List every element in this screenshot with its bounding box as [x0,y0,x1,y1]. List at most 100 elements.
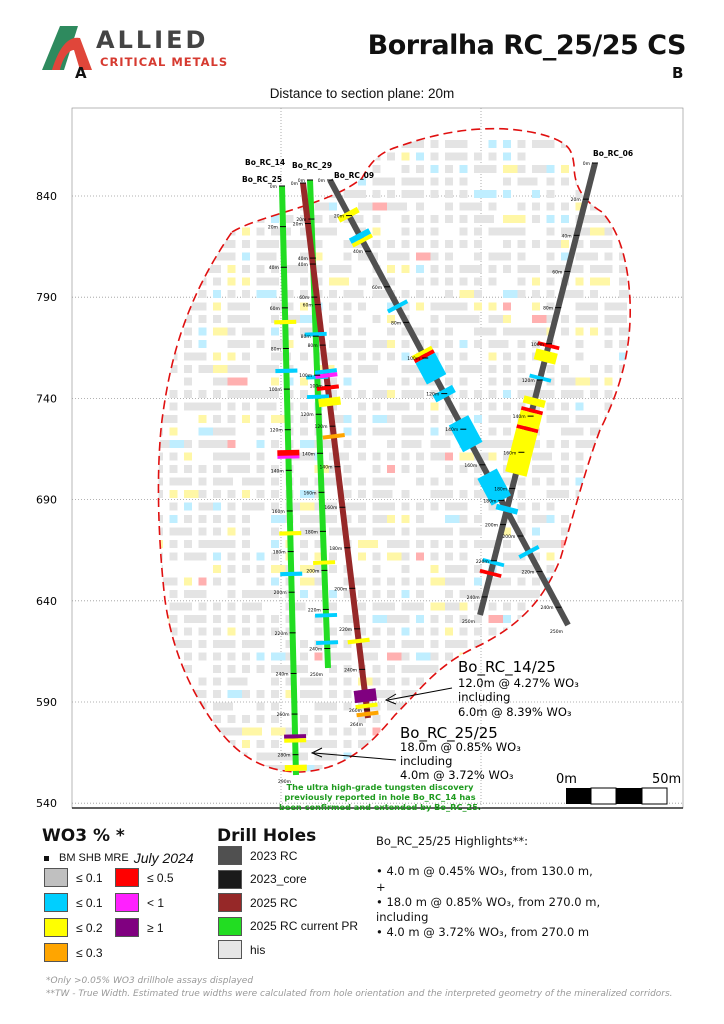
assay-interval [386,299,409,314]
footnote: **TW - True Width. Estimated true widths… [46,989,673,999]
assay-interval [495,503,519,515]
drill-hole-bo-rc-06[interactable] [477,162,598,616]
hole-name-label[interactable]: Bo_RC_25 [242,175,282,184]
depth-label: 0m [318,178,325,184]
assay-interval [533,348,558,365]
assay-interval [277,455,300,459]
assay-interval [347,637,370,645]
color-swatch [218,940,242,959]
depth-label: 220m [521,570,534,576]
depth-label: 120m [522,378,535,384]
callout-rc25: Bo_RC_25/25 18.0m @ 0.85% WO₃ including … [310,724,521,782]
depth-label: 240m [276,671,289,677]
callout-title: Bo_RC_25/25 [400,724,498,743]
assay-interval [314,368,338,375]
assay-interval [313,560,336,565]
drill-holes: 0m 20m 40m 60m 80m 100m 120m 140m 160m 180m 200m 22… [242,149,633,785]
elevation-tick-label: 540 [36,797,57,810]
legend-item-label: 2023_core [250,872,307,886]
legend-bm-date: July 2024 [133,850,194,866]
discovery-note-line: been confirmed and extended by Bo_RC_25. [279,802,481,812]
elevation-tick-label: 590 [36,696,57,709]
legend-hole-item: his [218,940,265,959]
end-depth-label: 250m [550,629,563,635]
depth-label: 80m [543,306,553,312]
highlight-line: including [376,910,429,924]
assay-interval [280,571,303,577]
drill-hole-bo-rc-25[interactable] [279,185,299,776]
hole-name-label[interactable]: Bo_RC_06 [593,149,633,158]
assay-interval [517,409,543,430]
assay-interval [415,352,447,385]
depth-label: 160m [272,509,285,515]
depth-label: 220m [476,559,489,565]
color-swatch [115,918,139,937]
highlights-title: Bo_RC_25/25 Highlights**: [376,834,528,848]
elevation-tick-label: 740 [36,392,57,405]
depth-label: 200m [306,568,319,574]
hole-name-label[interactable]: Bo_RC_14 [245,158,285,167]
elevation-tick-label: 790 [36,291,57,304]
assay-interval [284,764,307,772]
legend-hole-item: 2025 RC current PR [218,916,359,936]
depth-label: 40m [353,249,363,255]
legend-wo3-item: ≤ 0.1 [44,868,103,887]
legend-wo3-title: WO3 % * [42,826,125,846]
depth-label: 60m [372,285,382,291]
depth-label: 240m [540,605,553,611]
assay-interval [284,738,307,743]
depth-label: 120m [426,392,439,398]
legend-item-label: 2025 RC current PR [250,919,359,933]
depth-label: 200m [502,534,515,540]
hole-name-label[interactable]: Bo_RC_29 [292,161,332,170]
assay-interval [353,688,377,704]
legend-wo3-item: ≤ 0.3 [44,943,103,962]
assay-interval [315,372,338,379]
legend-item-label: ≤ 0.5 [147,870,174,885]
depth-label: 140m [319,465,332,471]
elevation-tick-label: 840 [36,190,57,203]
assay-interval [314,612,338,618]
color-swatch [44,943,68,962]
square-icon [44,855,49,861]
color-swatch [44,868,68,887]
distance-note: Distance to section plane: 20m [269,86,455,101]
depth-label: 20m [268,225,278,231]
depth-label: 160m [324,505,337,511]
callout-line: including [400,754,452,768]
assay-interval [355,702,378,710]
callout-title: Bo_RC_14/25 [458,658,556,677]
depth-label: 140m [302,451,315,457]
legend-wo3-item: < 1 [115,893,164,912]
depth-label: 220m [308,607,321,613]
depth-label: 280m [278,753,291,759]
depth-label: 160m [304,490,317,496]
highlight-line: • 4.0 m @ 3.72% WO₃, from 270.0 m [376,925,590,939]
depth-label: 180m [273,550,286,556]
legend-hole-item: 2023_core [218,869,307,889]
callout-line: 6.0m @ 8.39% WO₃ [458,705,572,719]
assay-interval [316,384,340,392]
legend-item-label: 2025 RC [250,895,298,910]
assay-interval [275,368,298,374]
company-logo: ALLIED CRITICAL METALS [38,22,248,72]
depth-label: 60m [299,295,309,301]
depth-label: 0m [291,181,298,187]
assay-interval [337,206,360,223]
hole-trace[interactable] [279,185,299,776]
cross-section: 0m 20m 40m 60m 80m 100m 120m 140m 160m 180m 200m 22… [36,107,684,812]
depth-label: 40m [269,265,279,271]
assay-interval [520,406,544,416]
legend-item-label: his [250,942,266,957]
legend-item-label: ≥ 1 [147,920,164,935]
assay-interval [482,558,505,568]
hole-trace[interactable] [477,162,598,616]
highlight-line: • 18.0 m @ 0.85% WO₃, from 270.0 m, [376,895,601,909]
depth-label: 60m [552,269,562,275]
drill-hole-bo-rc-14[interactable] [300,182,371,719]
depth-label: 40m [298,256,308,262]
color-swatch [218,916,242,936]
depth-label: 120m [270,428,283,434]
hole-name-label[interactable]: Bo_RC_09 [334,171,374,180]
hole-trace[interactable] [300,182,371,719]
